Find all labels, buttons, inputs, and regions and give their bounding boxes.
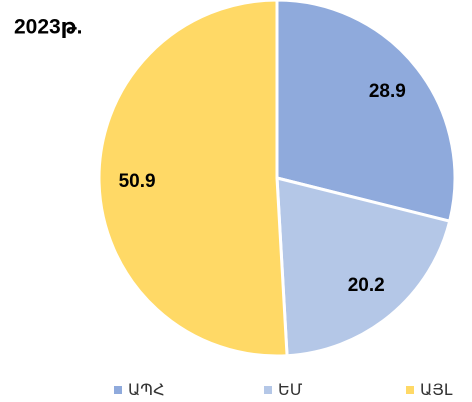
chart-title: 2023թ. [14,16,82,39]
legend-label: ԱՅԼ [420,382,453,399]
pie-slice [275,0,457,224]
data-label: 28.9 [369,81,406,102]
pie-slice [97,0,289,358]
legend-label: ԵՄ [278,382,303,399]
legend-swatch [264,386,272,394]
legend-swatch [114,386,122,394]
legend-swatch [406,386,414,394]
legend-label: ԱՊՀ [128,382,165,399]
data-label: 20.2 [348,275,385,296]
data-label: 50.9 [119,171,156,192]
pie-slice [275,176,452,358]
